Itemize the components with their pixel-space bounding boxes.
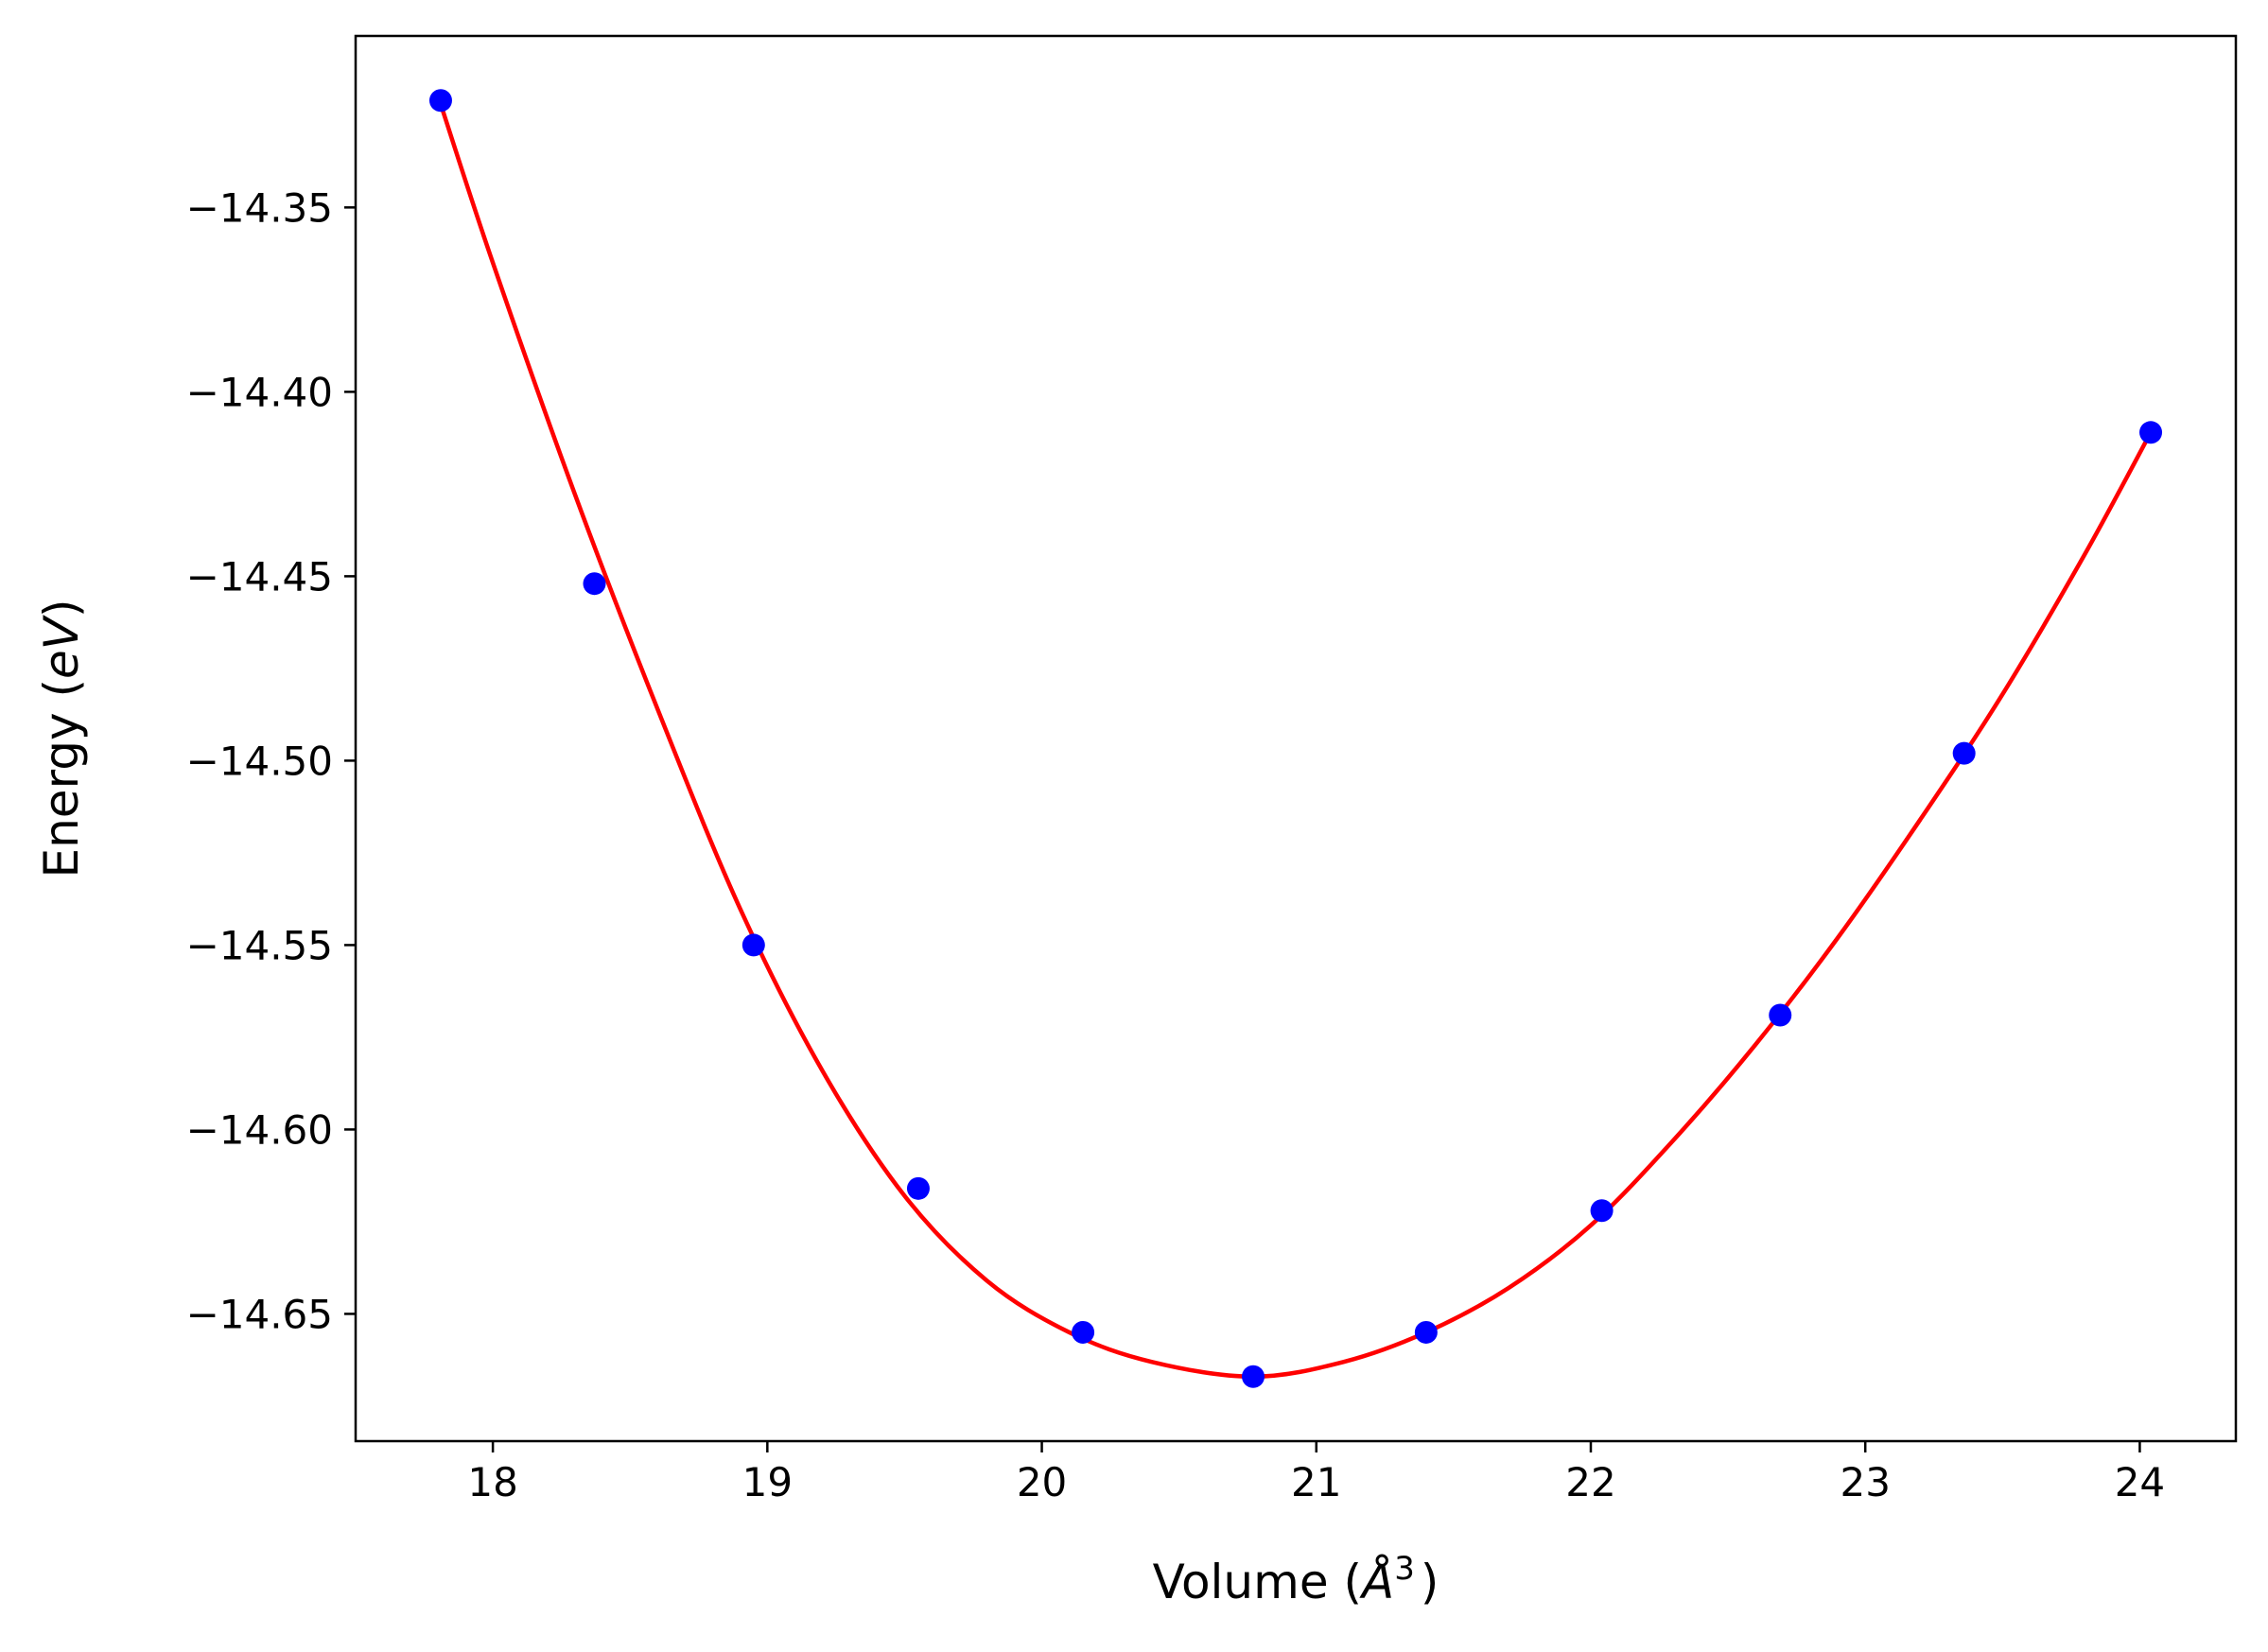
data-point xyxy=(2139,421,2163,444)
data-point xyxy=(1414,1320,1438,1344)
plot-area xyxy=(356,36,2236,1441)
y-tick-label: −14.65 xyxy=(186,1291,333,1337)
data-point xyxy=(1590,1199,1614,1223)
data-point xyxy=(583,572,606,596)
x-axis-title-suffix: ) xyxy=(1421,1555,1439,1609)
x-axis-title-prefix: Volume ( xyxy=(1153,1555,1362,1609)
y-axis-title: Energy (eV) xyxy=(34,600,89,878)
y-tick-label: −14.55 xyxy=(186,922,333,968)
x-tick-label: 22 xyxy=(1565,1459,1615,1505)
data-point xyxy=(1072,1320,1095,1344)
y-tick-label: −14.50 xyxy=(186,738,333,784)
x-tick-label: 24 xyxy=(2115,1459,2165,1505)
x-tick-label: 23 xyxy=(1840,1459,1890,1505)
x-tick-label: 18 xyxy=(467,1459,517,1505)
data-point xyxy=(906,1176,930,1200)
data-point xyxy=(1952,741,1976,765)
y-tick-label: −14.40 xyxy=(186,369,333,415)
data-point xyxy=(428,89,452,113)
x-tick-label: 20 xyxy=(1017,1459,1067,1505)
x-axis-title-superscript: 3 xyxy=(1394,1550,1415,1588)
y-tick-label: −14.45 xyxy=(186,553,333,600)
y-tick-label: −14.60 xyxy=(186,1106,333,1153)
x-tick-label: 19 xyxy=(742,1459,793,1505)
y-axis-ticks: −14.35 −14.40 −14.45 −14.50 −14.55 −14.60 −14.… xyxy=(186,184,356,1337)
y-axis-title-unit: eV xyxy=(34,614,89,679)
x-axis-title: Volume (Å3) xyxy=(1153,1550,1439,1609)
x-axis-ticks: 18 19 20 21 22 23 24 xyxy=(467,1441,2165,1505)
y-axis-title-suffix: ) xyxy=(34,600,89,618)
data-points-layer xyxy=(428,89,2163,1388)
x-axis-title-unit: Å xyxy=(1359,1555,1394,1609)
y-tick-label: −14.35 xyxy=(186,184,333,231)
data-point xyxy=(1769,1003,1792,1027)
plot-frame xyxy=(354,34,2238,1443)
y-axis-title-prefix: Energy ( xyxy=(34,679,89,878)
x-tick-label: 21 xyxy=(1291,1459,1341,1505)
data-point xyxy=(1242,1365,1265,1388)
data-point xyxy=(741,933,765,957)
